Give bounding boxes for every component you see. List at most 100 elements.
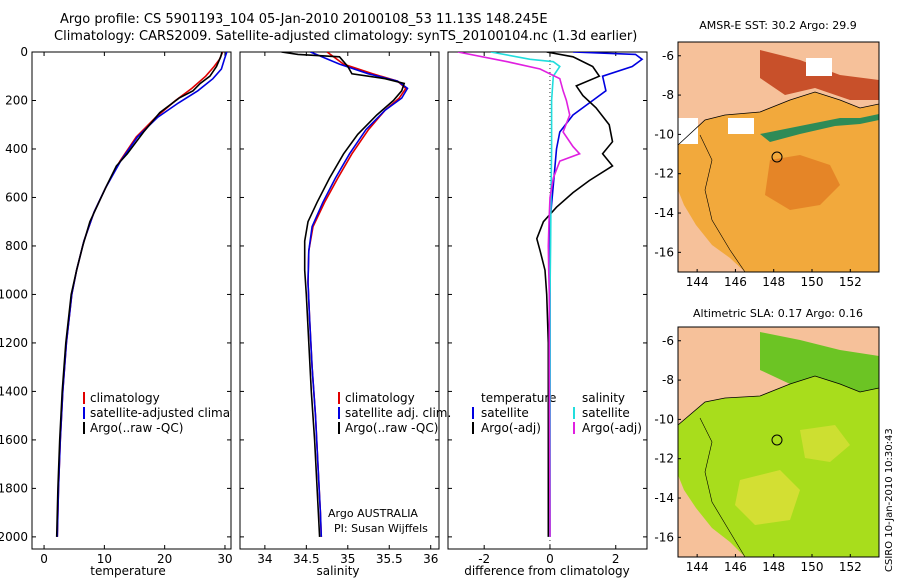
temperature-ytick-label: 1000 bbox=[0, 287, 28, 301]
temperature-xlabel: temperature bbox=[90, 564, 165, 578]
header-line-2: Climatology: CARS2009. Satellite-adjuste… bbox=[54, 29, 638, 44]
sst-map-ytick-label: -12 bbox=[654, 167, 674, 181]
temperature-xtick-label: 30 bbox=[217, 552, 232, 566]
salinity-xtick-label: 34 bbox=[257, 552, 272, 566]
diff-legend-temp-satellite: satellite bbox=[481, 406, 529, 420]
salinity-xtick-label: 34.5 bbox=[293, 552, 320, 566]
sst-map-xtick-label: 144 bbox=[686, 275, 709, 289]
sst-isobath bbox=[699, 134, 746, 272]
sst-map-ytick-label: -14 bbox=[654, 206, 674, 220]
sla-map-xtick-label: 152 bbox=[839, 560, 862, 574]
difference-xtick-label: 0 bbox=[546, 552, 554, 566]
sst-map-ytick-label: -6 bbox=[662, 49, 674, 63]
salinity-annotation-2: PI: Susan Wijffels bbox=[334, 522, 428, 535]
temperature-ytick-label: 1800 bbox=[0, 481, 28, 495]
temperature-panel-frame bbox=[31, 51, 232, 550]
sla-coastline bbox=[678, 375, 879, 426]
salinity-xtick-label: 35 bbox=[340, 552, 355, 566]
temperature-series-climatology bbox=[56, 52, 224, 537]
temp-legend-climatology: climatology bbox=[90, 391, 160, 405]
sla-map-ytick-label: -16 bbox=[654, 530, 674, 544]
difference-xtick-label: 2 bbox=[612, 552, 620, 566]
sla-north-field bbox=[760, 332, 879, 392]
sal-legend-argo: Argo(..raw -QC) bbox=[345, 421, 438, 435]
temp-legend-satellite: satellite-adjusted climatology bbox=[90, 406, 268, 420]
sst-argo-marker bbox=[771, 151, 783, 163]
sst-map-xtick-label: 146 bbox=[724, 275, 747, 289]
header-line-1: Argo profile: CS 5901193_104 05-Jan-2010… bbox=[60, 12, 548, 27]
difference-series-salinity-argo-adj- bbox=[457, 52, 581, 537]
temperature-ytick-label: 0 bbox=[20, 45, 28, 59]
salinity-annotation-1: Argo AUSTRALIA bbox=[328, 507, 418, 520]
sst-cloud-gap-3 bbox=[728, 118, 754, 134]
sla-sea-field bbox=[678, 376, 879, 557]
sla-yellow-patch-1 bbox=[735, 470, 800, 525]
sla-map-xtick-label: 146 bbox=[724, 560, 747, 574]
sla-yellow-patch-2 bbox=[800, 425, 850, 462]
temperature-ytick-label: 800 bbox=[5, 239, 28, 253]
salinity-series-argo-raw-qc- bbox=[281, 52, 406, 537]
sst-map-frame bbox=[677, 41, 880, 273]
sst-map-ytick-label: -16 bbox=[654, 245, 674, 259]
diff-legend-temperature-heading: temperature bbox=[481, 391, 556, 405]
salinity-xlabel: salinity bbox=[316, 564, 359, 578]
sst-map-ytick-label: -8 bbox=[662, 88, 674, 102]
diff-legend-salinity-heading: salinity bbox=[582, 391, 625, 405]
sla-map-xtick-label: 150 bbox=[801, 560, 824, 574]
salinity-series-climatology bbox=[307, 52, 407, 537]
sst-map-ytick-label: -10 bbox=[654, 127, 674, 141]
difference-series-temperature-argo-adj- bbox=[535, 52, 614, 537]
difference-xtick-label: -2 bbox=[478, 552, 490, 566]
temperature-xtick-label: 0 bbox=[40, 552, 48, 566]
salinity-panel-frame bbox=[239, 51, 440, 550]
temperature-ytick-label: 1400 bbox=[0, 384, 28, 398]
temperature-ytick-label: 200 bbox=[5, 93, 28, 107]
temperature-ytick-label: 2000 bbox=[0, 530, 28, 544]
sla-map-frame bbox=[677, 326, 880, 558]
plot-marks-layer: 0 10 20 30020040060080010001200140016001800… bbox=[0, 45, 862, 574]
temperature-series-satellite-adjusted-climatology bbox=[56, 52, 228, 537]
temperature-xtick-label: 10 bbox=[97, 552, 112, 566]
sst-map-title: AMSR-E SST: 30.2 Argo: 29.9 bbox=[699, 19, 857, 32]
credit-timestamp: CSIRO 10-Jan-2010 10:30:43 bbox=[884, 428, 895, 572]
sla-map bbox=[678, 327, 879, 557]
difference-series-salinity-satellite bbox=[490, 52, 561, 537]
difference-xlabel: difference from climatology bbox=[464, 564, 630, 578]
sst-map-xtick-label: 148 bbox=[762, 275, 785, 289]
sst-map-xtick-label: 152 bbox=[839, 275, 862, 289]
salinity-xtick-label: 36 bbox=[423, 552, 438, 566]
salinity-series-satellite-adj-clim- bbox=[307, 52, 409, 537]
diff-legend-sal-argo: Argo(-adj) bbox=[582, 421, 642, 435]
salinity-xtick-label: 35.5 bbox=[376, 552, 403, 566]
sst-cloud-gap-2 bbox=[678, 118, 698, 144]
sal-legend-satellite: satellite adj. clim. bbox=[345, 406, 451, 420]
sla-map-ytick-label: -6 bbox=[662, 334, 674, 348]
sst-cloud-gap-1 bbox=[806, 58, 832, 76]
sla-map-ytick-label: -8 bbox=[662, 373, 674, 387]
temp-legend-argo: Argo(..raw -QC) bbox=[90, 421, 183, 435]
sst-coast-edge bbox=[760, 114, 879, 142]
temperature-ytick-label: 1600 bbox=[0, 433, 28, 447]
sst-coastline bbox=[678, 91, 879, 146]
sla-map-ytick-label: -12 bbox=[654, 452, 674, 466]
sla-isobath bbox=[699, 417, 746, 557]
sla-map-ytick-label: -14 bbox=[654, 491, 674, 505]
temperature-ytick-label: 600 bbox=[5, 190, 28, 204]
sal-legend-climatology: climatology bbox=[345, 391, 415, 405]
sla-argo-marker bbox=[771, 434, 783, 446]
sla-map-title: Altimetric SLA: 0.17 Argo: 0.16 bbox=[693, 307, 863, 320]
temperature-series-argo-raw-qc- bbox=[55, 52, 223, 537]
diff-legend-sal-satellite: satellite bbox=[582, 406, 630, 420]
temperature-ytick-label: 1200 bbox=[0, 336, 28, 350]
difference-series-temperature-satellite bbox=[549, 52, 644, 537]
temperature-ytick-label: 400 bbox=[5, 142, 28, 156]
temperature-xtick-label: 20 bbox=[157, 552, 172, 566]
sla-map-xtick-label: 144 bbox=[686, 560, 709, 574]
sst-map-xtick-label: 150 bbox=[801, 275, 824, 289]
sst-map bbox=[678, 42, 879, 272]
sla-map-xtick-label: 148 bbox=[762, 560, 785, 574]
sst-warm-core bbox=[765, 155, 840, 210]
diff-legend-temp-argo: Argo(-adj) bbox=[481, 421, 541, 435]
sla-map-ytick-label: -10 bbox=[654, 412, 674, 426]
